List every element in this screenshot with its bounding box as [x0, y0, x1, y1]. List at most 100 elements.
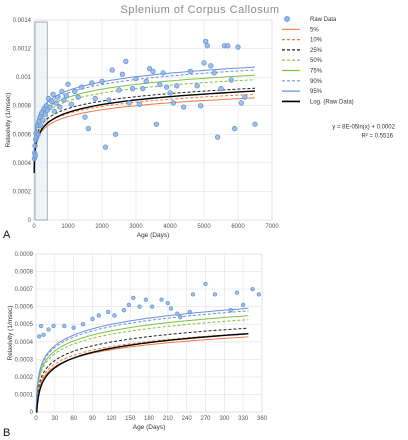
legend-label: 50%	[310, 58, 323, 64]
raw-data-point	[38, 123, 44, 129]
raw-data-point	[252, 121, 258, 127]
x-axis-label: Age (Days)	[137, 232, 170, 239]
legend-label: 25%	[310, 48, 323, 54]
legend: Raw Data 5% 10% 25% 50% 75% 90% 95% Log. (Raw Da…	[282, 16, 354, 105]
raw-data-point	[241, 302, 246, 308]
raw-data-point	[178, 315, 183, 320]
series-line-p95	[35, 307, 249, 409]
raw-data-point	[116, 87, 122, 93]
x-tick-label: 6000	[231, 224, 245, 230]
y-tick-label: 0.0007	[15, 287, 34, 293]
raw-data-point	[165, 301, 170, 306]
y-tick-label: 0.0012	[13, 47, 32, 53]
x-tick-label: 4000	[163, 224, 177, 230]
raw-data-point	[131, 295, 136, 301]
raw-data-point	[106, 97, 112, 103]
raw-data-point	[63, 93, 69, 99]
raw-data-point	[167, 90, 173, 96]
y-tick-label: 0.0014	[13, 18, 32, 24]
raw-data-point	[102, 144, 109, 150]
x-tick-label: 120	[106, 416, 117, 422]
x-tick-label: 330	[238, 416, 249, 422]
raw-data-point	[187, 68, 194, 75]
raw-data-point	[160, 70, 166, 76]
y-tick-label: 0.0008	[15, 270, 34, 276]
y-tick-label: 0.0009	[15, 252, 34, 258]
raw-data-point	[137, 304, 142, 309]
raw-data-point	[78, 84, 85, 90]
raw-data-point	[126, 302, 132, 308]
raw-data-point	[72, 88, 78, 95]
raw-data-point	[65, 81, 71, 87]
raw-data-point	[153, 121, 160, 127]
raw-data-point	[55, 94, 61, 100]
r-squared-label: R² = 0.5516	[361, 133, 393, 139]
raw-data-point	[225, 43, 231, 49]
panel-label-b: B	[3, 427, 10, 439]
raw-data-point	[174, 83, 180, 89]
raw-data-point	[82, 114, 88, 120]
raw-data-point	[143, 297, 149, 302]
legend-label: 75%	[310, 69, 323, 75]
raw-data-point	[75, 94, 81, 100]
raw-data-point	[51, 108, 58, 115]
equation-label: y = 8E-05ln(x) + 0.0002	[332, 124, 395, 130]
x-tick-label: 360	[257, 416, 268, 422]
raw-data-point	[157, 81, 163, 87]
raw-data-point	[57, 104, 63, 110]
raw-data-point	[53, 100, 59, 106]
y-tick-label: 0	[30, 410, 34, 416]
raw-data-point	[32, 153, 39, 159]
y-tick-label: 0.0004	[15, 340, 34, 346]
raw-data-point	[90, 316, 95, 322]
raw-data-point	[190, 292, 196, 297]
chart-b: 0 0.0001 0.0002 0.0003 0.0004 0.0005 0.0006 0.0…	[3, 252, 268, 439]
legend-label: 95%	[310, 89, 323, 95]
raw-data-point	[106, 309, 111, 315]
raw-data-point	[59, 88, 65, 95]
y-tick-label: 0.0001	[15, 392, 34, 398]
x-tick-label: 30	[51, 416, 58, 422]
series-line-p90	[33, 69, 256, 159]
raw-data-point	[99, 78, 105, 85]
x-tick-label: 300	[219, 416, 230, 422]
series-line-log-fit	[36, 333, 249, 413]
legend-marker-raw	[284, 16, 290, 22]
raw-data-point	[41, 332, 46, 337]
legend-label: Raw Data	[310, 17, 337, 23]
raw-data-point	[235, 44, 241, 50]
raw-data-point	[140, 85, 146, 92]
raw-data-point	[211, 70, 217, 76]
raw-data-point	[204, 43, 211, 49]
x-tick-label: 210	[163, 416, 174, 422]
x-tick-label: 240	[182, 416, 193, 422]
raw-data-point	[121, 308, 127, 313]
raw-data-point	[47, 104, 53, 110]
raw-data-point	[201, 60, 207, 66]
raw-data-point	[61, 97, 67, 103]
raw-data-point	[168, 306, 174, 311]
y-tick-label: 0.0008	[13, 104, 32, 110]
chart-a-title: Splenium of Corpus Callosum	[120, 4, 279, 16]
raw-data-point	[146, 65, 153, 72]
raw-data-point	[68, 101, 75, 107]
raw-data-point	[238, 100, 245, 106]
x-axis-label: Age (Days)	[133, 424, 166, 431]
x-tick-label: 0	[34, 416, 38, 422]
raw-data-point	[170, 100, 177, 106]
chart-a: 0 0.0002 0.0004 0.0006 0.0008 0.001 0.0012 0.00…	[3, 16, 396, 241]
x-tick-label: 0	[32, 224, 36, 230]
raw-data-point	[96, 313, 101, 318]
x-tick-label: 90	[89, 416, 96, 422]
raw-data-point	[42, 111, 48, 117]
raw-data-point	[159, 297, 164, 302]
raw-data-point	[49, 98, 55, 105]
raw-data-point	[256, 292, 262, 297]
raw-data-point	[119, 71, 126, 77]
legend-label: Log. (Raw Data)	[310, 99, 354, 105]
raw-data-point	[46, 327, 51, 332]
raw-data-point	[180, 104, 187, 110]
legend-label: 90%	[310, 79, 323, 85]
y-tick-label: 0.0005	[15, 322, 34, 328]
x-tick-label: 2000	[95, 224, 109, 230]
